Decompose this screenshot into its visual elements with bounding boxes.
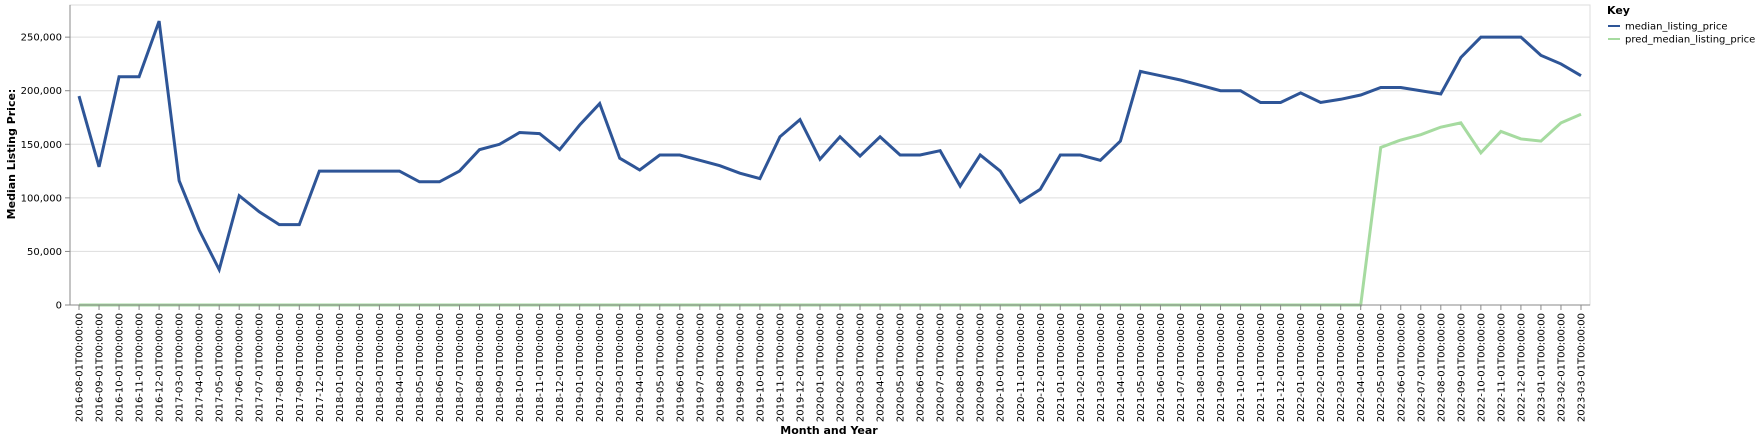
x-tick-label: 2019-11-01T00:00:00 bbox=[775, 313, 786, 422]
x-tick-label: 2021-05-01T00:00:00 bbox=[1136, 313, 1147, 422]
x-tick-label: 2020-04-01T00:00:00 bbox=[876, 313, 887, 422]
x-tick-label: 2017-06-01T00:00:00 bbox=[235, 313, 246, 422]
y-axis: 0 50,000 100,000 150,000 200,000 250,000 bbox=[21, 5, 71, 312]
x-tick-label: 2018-07-01T00:00:00 bbox=[455, 313, 466, 422]
x-tick-label: 2022-08-01T00:00:00 bbox=[1436, 313, 1447, 422]
x-tick-label: 2022-03-01T00:00:00 bbox=[1336, 313, 1347, 422]
y-tick-label: 200,000 bbox=[21, 86, 62, 97]
x-tick-label: 2018-10-01T00:00:00 bbox=[515, 313, 526, 422]
x-tick-label: 2020-07-01T00:00:00 bbox=[936, 313, 947, 422]
x-tick-label: 2020-12-01T00:00:00 bbox=[1036, 313, 1047, 422]
x-tick-label: 2019-10-01T00:00:00 bbox=[755, 313, 766, 422]
x-tick-label: 2019-06-01T00:00:00 bbox=[675, 313, 686, 422]
x-axis: 2016-08-01T00:00:00 2016-09-01T00:00:00 20… bbox=[70, 304, 1590, 422]
y-tick-label: 50,000 bbox=[27, 247, 62, 258]
x-tick-label: 2018-09-01T00:00:00 bbox=[495, 313, 506, 422]
x-tick-label: 2019-12-01T00:00:00 bbox=[795, 313, 806, 422]
x-tick-label: 2019-03-01T00:00:00 bbox=[615, 313, 626, 422]
x-tick-label: 2022-01-01T00:00:00 bbox=[1296, 313, 1307, 422]
x-tick-label: 2022-04-01T00:00:00 bbox=[1356, 313, 1367, 422]
x-tick-label: 2023-01-01T00:00:00 bbox=[1536, 313, 1547, 422]
x-tick-label: 2017-03-01T00:00:00 bbox=[175, 313, 186, 422]
series-line-median_listing_price bbox=[77, 20, 1582, 274]
x-tick-label: 2021-08-01T00:00:00 bbox=[1196, 313, 1207, 422]
x-tick-label: 2020-06-01T00:00:00 bbox=[916, 313, 927, 422]
x-tick-label: 2018-05-01T00:00:00 bbox=[415, 313, 426, 422]
x-tick-label: 2022-11-01T00:00:00 bbox=[1496, 313, 1507, 422]
y-tick-label: 150,000 bbox=[21, 140, 62, 151]
x-tick-label: 2022-02-01T00:00:00 bbox=[1316, 313, 1327, 422]
x-tick-label: 2021-10-01T00:00:00 bbox=[1236, 313, 1247, 422]
x-tick-label: 2019-09-01T00:00:00 bbox=[735, 313, 746, 422]
x-tick-label: 2019-01-01T00:00:00 bbox=[575, 313, 586, 422]
x-tick-label: 2020-02-01T00:00:00 bbox=[836, 313, 847, 422]
x-tick-label: 2017-05-01T00:00:00 bbox=[215, 313, 226, 422]
x-tick-label: 2021-01-01T00:00:00 bbox=[1056, 313, 1067, 422]
x-tick-label: 2018-08-01T00:00:00 bbox=[475, 313, 486, 422]
x-tick-label: 2017-04-01T00:00:00 bbox=[195, 313, 206, 422]
x-tick-label: 2018-03-01T00:00:00 bbox=[375, 313, 386, 422]
x-tick-label: 2021-09-01T00:00:00 bbox=[1216, 313, 1227, 422]
x-tick-label: 2023-03-01T00:00:00 bbox=[1577, 313, 1588, 422]
x-tick-label: 2017-07-01T00:00:00 bbox=[255, 313, 266, 422]
x-tick-label: 2020-09-01T00:00:00 bbox=[976, 313, 987, 422]
x-tick-label: 2021-02-01T00:00:00 bbox=[1076, 313, 1087, 422]
x-tick-label: 2016-10-01T00:00:00 bbox=[115, 313, 126, 422]
x-tick-label: 2018-01-01T00:00:00 bbox=[335, 313, 346, 422]
x-tick-label: 2021-12-01T00:00:00 bbox=[1276, 313, 1287, 422]
legend-label-median_listing_price: median_listing_price bbox=[1625, 22, 1728, 33]
x-tick-label: 2022-10-01T00:00:00 bbox=[1476, 313, 1487, 422]
x-tick-label: 2016-11-01T00:00:00 bbox=[135, 313, 146, 422]
x-tick-label: 2020-08-01T00:00:00 bbox=[956, 313, 967, 422]
x-tick-label: 2020-05-01T00:00:00 bbox=[896, 313, 907, 422]
x-tick-label: 2018-06-01T00:00:00 bbox=[435, 313, 446, 422]
x-tick-label: 2016-08-01T00:00:00 bbox=[75, 313, 86, 422]
x-tick-label: 2022-09-01T00:00:00 bbox=[1456, 313, 1467, 422]
y-tick-label: 100,000 bbox=[21, 193, 62, 204]
x-tick-label: 2020-10-01T00:00:00 bbox=[996, 313, 1007, 422]
x-tick-label: 2021-11-01T00:00:00 bbox=[1256, 313, 1267, 422]
x-tick-label: 2022-12-01T00:00:00 bbox=[1516, 313, 1527, 422]
x-tick-label: 2019-05-01T00:00:00 bbox=[655, 313, 666, 422]
x-tick-label: 2020-03-01T00:00:00 bbox=[856, 313, 867, 422]
x-tick-label: 2019-07-01T00:00:00 bbox=[695, 313, 706, 422]
x-tick-label: 2018-11-01T00:00:00 bbox=[535, 313, 546, 422]
x-tick-label: 2018-12-01T00:00:00 bbox=[555, 313, 566, 422]
x-tick-label: 2017-09-01T00:00:00 bbox=[295, 313, 306, 422]
y-tick-label: 0 bbox=[56, 301, 62, 312]
legend: Key median_listing_price pred_median_list… bbox=[1607, 4, 1755, 46]
legend-title: Key bbox=[1607, 4, 1630, 17]
legend-label-pred_median_listing_price: pred_median_listing_price bbox=[1625, 35, 1755, 46]
x-tick-label: 2018-04-01T00:00:00 bbox=[395, 313, 406, 422]
x-tick-label: 2023-02-01T00:00:00 bbox=[1556, 313, 1567, 422]
x-tick-label: 2022-05-01T00:00:00 bbox=[1376, 313, 1387, 422]
x-tick-label: 2016-12-01T00:00:00 bbox=[155, 313, 166, 422]
x-tick-label: 2016-09-01T00:00:00 bbox=[95, 313, 106, 422]
x-tick-label: 2020-01-01T00:00:00 bbox=[815, 313, 826, 422]
x-tick-label: 2017-12-01T00:00:00 bbox=[315, 313, 326, 422]
x-tick-label: 2022-07-01T00:00:00 bbox=[1416, 313, 1427, 422]
x-tick-label: 2021-06-01T00:00:00 bbox=[1156, 313, 1167, 422]
y-axis-title: Median Listing Price: bbox=[5, 89, 18, 220]
x-tick-label: 2022-06-01T00:00:00 bbox=[1396, 313, 1407, 422]
x-tick-label: 2019-08-01T00:00:00 bbox=[715, 313, 726, 422]
x-tick-label: 2021-04-01T00:00:00 bbox=[1116, 313, 1127, 422]
x-tick-label: 2017-08-01T00:00:00 bbox=[275, 313, 286, 422]
x-tick-label: 2019-02-01T00:00:00 bbox=[595, 313, 606, 422]
x-axis-title: Month and Year bbox=[780, 424, 878, 437]
x-tick-label: 2021-03-01T00:00:00 bbox=[1096, 313, 1107, 422]
x-tick-label: 2019-04-01T00:00:00 bbox=[635, 313, 646, 422]
y-tick-label: 250,000 bbox=[21, 33, 62, 44]
x-tick-label: 2018-02-01T00:00:00 bbox=[355, 313, 366, 422]
x-tick-label: 2021-07-01T00:00:00 bbox=[1176, 313, 1187, 422]
x-tick-label: 2020-11-01T00:00:00 bbox=[1016, 313, 1027, 422]
